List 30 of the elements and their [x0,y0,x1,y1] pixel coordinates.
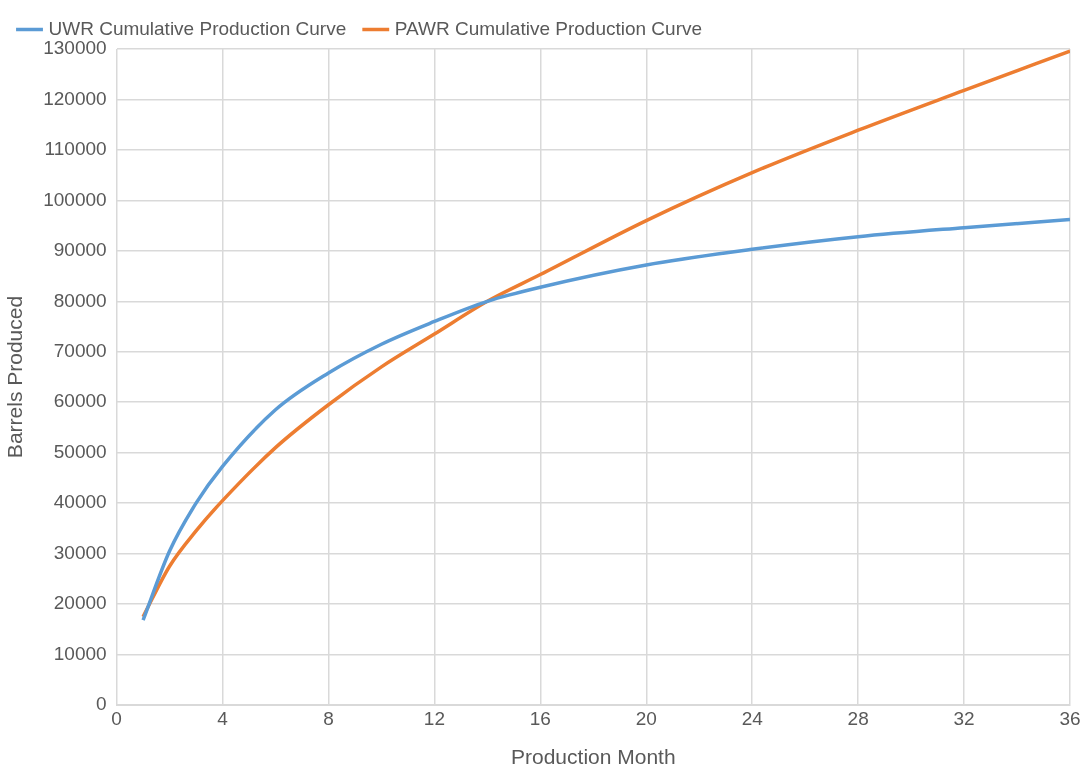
y-tick-label: 90000 [53,239,107,261]
y-tick-label: 70000 [53,340,107,361]
y-tick-label: 40000 [53,491,107,513]
x-tick-label: 0 [111,707,122,729]
y-tick-label: 30000 [53,541,107,563]
x-tick-label: 24 [741,707,764,729]
line-series [141,49,1070,619]
y-tick-label: 120000 [43,87,107,109]
x-tick-label: 4 [217,707,229,729]
legend-label: UWR Cumulative Production Curve [48,17,347,39]
legend-label: PAWR Cumulative Production Curve [394,17,703,39]
y-tick-label: 130000 [43,37,107,59]
line-series [141,217,1070,622]
x-tick-label: 32 [953,707,975,729]
x-tick-label: 12 [423,707,445,729]
y-tick-label: 100000 [43,188,107,210]
y-axis-title: Barrels Produced [3,295,27,459]
x-tick-label: 20 [635,707,657,729]
y-tick-label: 60000 [53,390,107,412]
y-tick-label: 20000 [53,592,107,614]
y-tick-label: 0 [96,693,107,715]
y-tick-label: 10000 [53,642,107,664]
y-tick-label: 110000 [44,138,107,160]
x-tick-label: 16 [529,707,551,729]
x-tick-label: 36 [1059,707,1081,729]
x-tick-label: 8 [323,707,334,729]
y-tick-label: 80000 [53,289,107,311]
x-tick-label: 28 [847,707,869,729]
x-axis-title: Production Month [511,745,676,769]
y-tick-label: 50000 [53,440,107,462]
